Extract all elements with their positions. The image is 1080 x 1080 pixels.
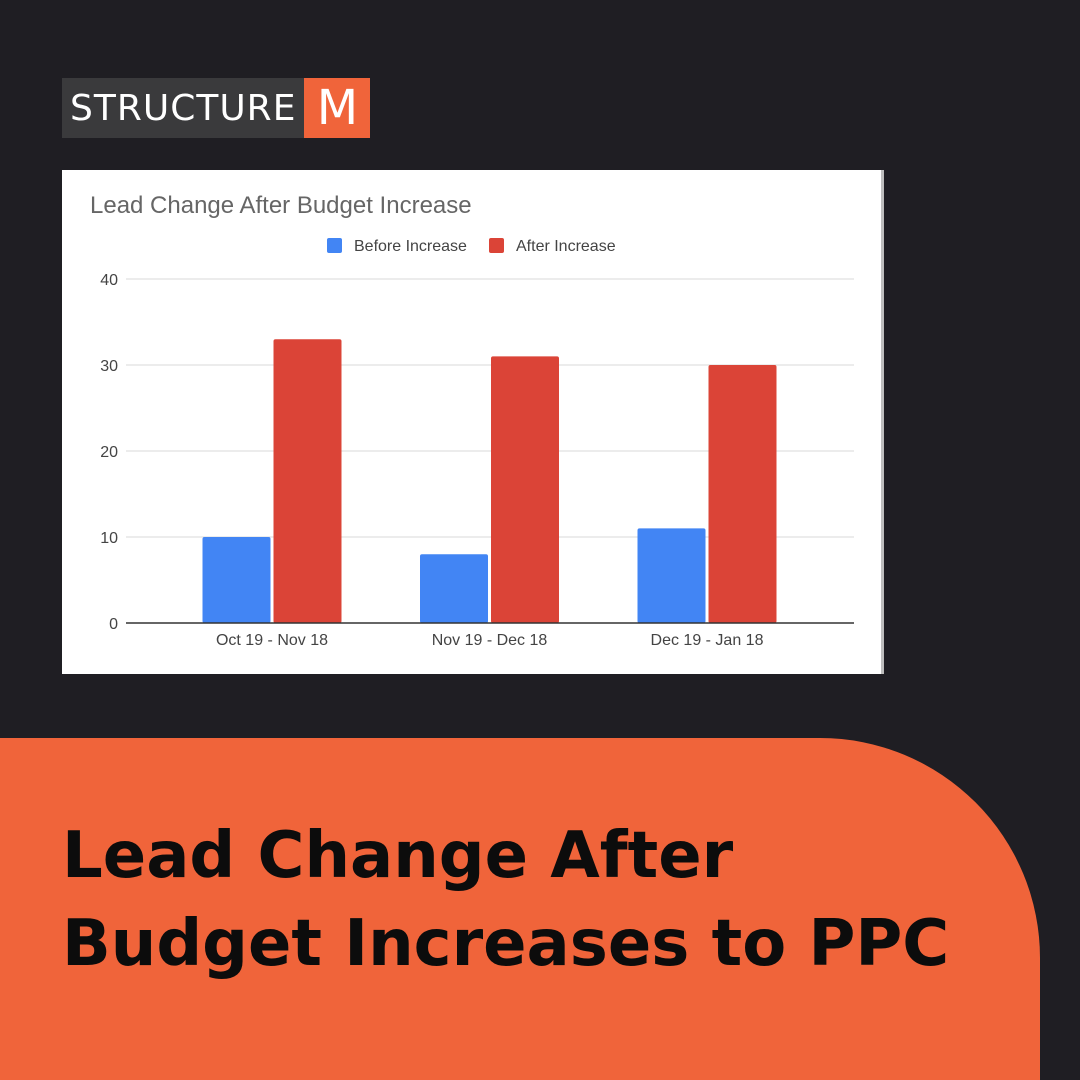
logo-wordmark: STRUCTURE (62, 78, 305, 138)
legend-label: After Increase (516, 238, 616, 255)
y-tick-label: 20 (100, 444, 118, 461)
y-tick-label: 10 (100, 530, 118, 547)
y-tick-label: 30 (100, 358, 118, 375)
brand-logo: STRUCTURE M (62, 78, 371, 138)
logo-m-mark: M (304, 78, 371, 138)
y-tick-label: 0 (109, 616, 118, 633)
x-tick-label: Nov 19 - Dec 18 (432, 632, 548, 649)
legend-label: Before Increase (354, 238, 467, 255)
x-tick-label: Oct 19 - Nov 18 (216, 632, 328, 649)
headline-line-1: Lead Change After (62, 819, 734, 893)
headline: Lead Change After Budget Increases to PP… (62, 812, 949, 988)
headline-panel (0, 738, 1040, 1080)
x-tick-label: Dec 19 - Jan 18 (651, 632, 764, 649)
chart-title: Lead Change After Budget Increase (90, 192, 472, 219)
bar-chart: 0 10 20 30 40 Oct 19 - Nov 18 Nov 19 - Dec 18 D… (100, 238, 854, 649)
bar-before (202, 537, 271, 623)
bar-before (637, 528, 706, 623)
legend-swatch (489, 238, 504, 253)
headline-line-2: Budget Increases to PPC (62, 907, 950, 981)
legend-swatch (327, 238, 342, 253)
bar-after (708, 365, 777, 623)
bar-after (491, 356, 559, 623)
y-tick-label: 40 (100, 272, 118, 289)
bar-after (273, 339, 342, 623)
chart-card: 0 10 20 30 40 Oct 19 - Nov 18 Nov 19 - Dec 18 D… (62, 170, 884, 674)
bar-before (420, 554, 488, 623)
